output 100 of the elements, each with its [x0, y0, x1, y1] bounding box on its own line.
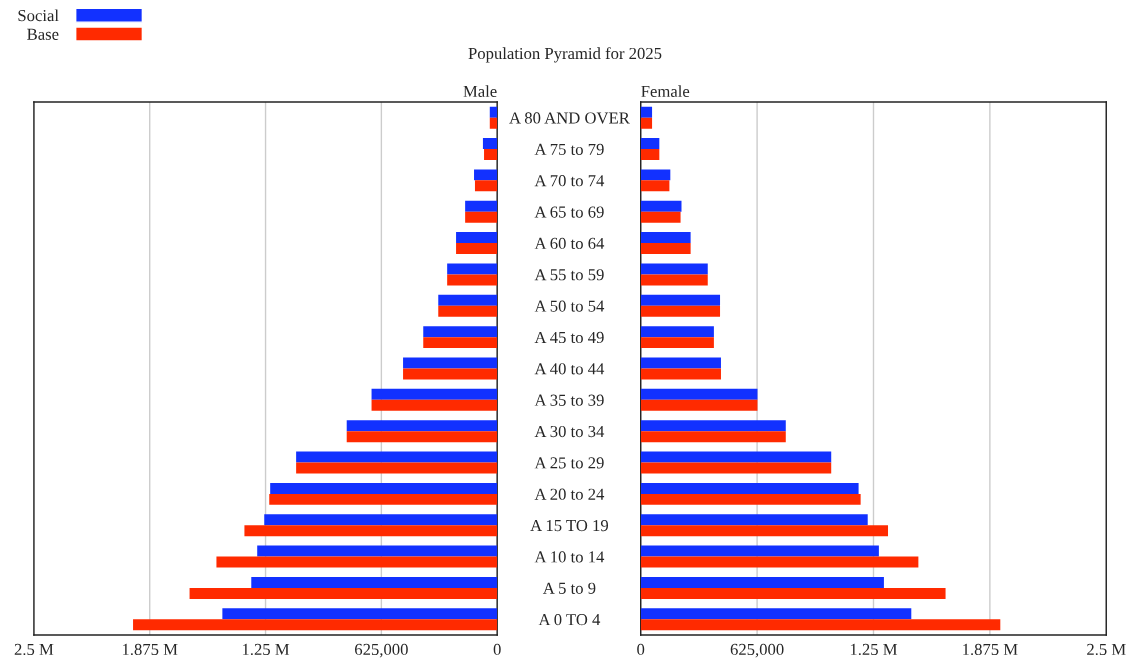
bar — [640, 587, 946, 599]
bar — [189, 587, 498, 599]
bar — [465, 200, 498, 212]
x-tick-label: 2.5 M — [1087, 643, 1126, 656]
bar — [640, 514, 868, 526]
bar — [133, 619, 498, 631]
x-tick-label: 0 — [493, 643, 501, 656]
bar — [346, 431, 498, 443]
y-tick-label: A 30 to 34 — [534, 425, 605, 438]
bar — [640, 106, 653, 118]
y-tick-label: A 60 to 64 — [534, 237, 605, 250]
x-tick-label: 2.5 M — [14, 643, 54, 656]
y-tick-label: A 35 to 39 — [534, 394, 604, 406]
x-tick-label: 0 — [637, 643, 645, 656]
chart-title: Female — [641, 85, 690, 98]
bar — [447, 263, 498, 275]
bar — [640, 493, 861, 505]
y-tick-label: A 20 to 24 — [534, 488, 605, 500]
bar — [640, 576, 884, 588]
bar — [482, 138, 498, 150]
bar — [640, 232, 691, 244]
x-tick-label: 1.25 M — [242, 643, 290, 656]
y-tick-label: A 45 to 49 — [534, 331, 604, 344]
bar — [264, 514, 498, 526]
bar — [640, 431, 786, 443]
y-tick-label: A 40 to 44 — [534, 363, 605, 375]
bar — [257, 545, 498, 557]
bar — [640, 200, 682, 212]
bar — [640, 274, 708, 286]
bar — [489, 106, 498, 118]
bar — [640, 305, 721, 317]
bar — [456, 232, 498, 244]
text: Population Pyramid for 2025 — [468, 47, 662, 63]
bar — [438, 294, 498, 306]
bar — [640, 525, 889, 537]
x-tick-label: 625,000 — [355, 643, 408, 658]
bar — [640, 169, 671, 181]
bar — [640, 117, 653, 129]
bar — [640, 420, 786, 432]
bar — [640, 451, 832, 463]
y-tick-label: A 80 AND OVER — [509, 112, 630, 124]
bar — [465, 211, 498, 223]
bar — [640, 138, 660, 150]
bar — [216, 556, 498, 568]
y-tick-label: A 10 to 14 — [534, 551, 605, 563]
bar — [346, 420, 498, 432]
y-tick-label: A 25 to 29 — [534, 457, 604, 469]
bar — [640, 326, 714, 338]
bar — [403, 357, 498, 369]
bar — [438, 305, 498, 317]
y-tick-label: A 5 to 9 — [542, 582, 596, 594]
chart-title: Male — [463, 85, 497, 98]
bar — [640, 211, 681, 223]
x-tick-label: 1.875 M — [963, 643, 1018, 656]
bar — [371, 399, 498, 411]
y-tick-label: A 0 TO 4 — [538, 613, 601, 626]
bar — [640, 180, 670, 192]
legend-label: Social — [18, 9, 59, 22]
x-tick-label: 1.25 M — [850, 643, 898, 656]
bar — [640, 263, 708, 275]
y-tick-label: A 15 TO 19 — [530, 519, 609, 532]
bar — [640, 294, 721, 306]
bar — [484, 149, 498, 160]
bar — [423, 326, 498, 338]
bar — [423, 337, 498, 349]
bar — [640, 243, 691, 255]
bar — [640, 619, 1001, 631]
y-tick-label: A 75 to 79 — [534, 143, 604, 155]
y-tick-label: A 55 to 59 — [534, 269, 604, 281]
bar — [640, 556, 919, 568]
bar — [640, 368, 721, 380]
bar — [270, 482, 498, 494]
bar — [251, 576, 498, 588]
bar — [640, 149, 660, 160]
bar — [296, 462, 498, 474]
bar — [640, 388, 758, 400]
bar — [640, 545, 879, 557]
bar — [371, 388, 498, 400]
legend-label: Base — [27, 28, 59, 40]
bar — [640, 482, 859, 494]
bar — [640, 357, 721, 369]
bar — [640, 608, 912, 620]
bar — [456, 243, 498, 255]
bar — [640, 462, 832, 474]
bar — [269, 493, 498, 505]
y-tick-label: A 50 to 54 — [534, 300, 605, 312]
bar — [474, 180, 498, 192]
y-tick-label: A 70 to 74 — [534, 175, 605, 187]
bar — [403, 368, 498, 380]
bar — [296, 451, 498, 463]
bar — [640, 337, 714, 349]
bar — [474, 169, 498, 181]
bar — [244, 525, 498, 537]
bar — [222, 608, 498, 620]
bar — [447, 274, 498, 286]
bar — [640, 399, 758, 411]
x-tick-label: 1.875 M — [122, 643, 178, 656]
y-tick-label: A 65 to 69 — [534, 206, 604, 218]
x-tick-label: 625,000 — [730, 643, 784, 658]
bar — [489, 117, 498, 129]
